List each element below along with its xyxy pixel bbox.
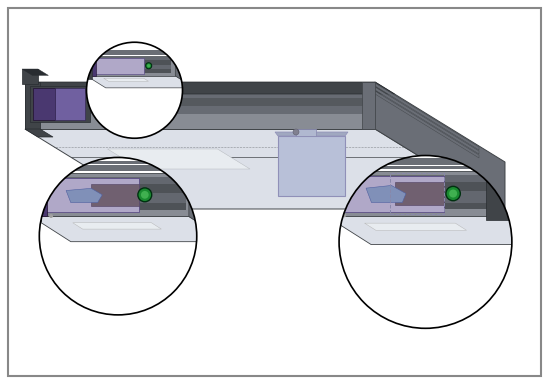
- Circle shape: [141, 191, 149, 199]
- Polygon shape: [275, 132, 348, 136]
- Polygon shape: [97, 65, 171, 70]
- Polygon shape: [375, 91, 479, 158]
- Circle shape: [339, 156, 512, 328]
- Polygon shape: [30, 91, 370, 98]
- Polygon shape: [31, 217, 228, 242]
- Polygon shape: [362, 82, 375, 129]
- Polygon shape: [326, 166, 508, 169]
- Polygon shape: [25, 82, 375, 129]
- Polygon shape: [30, 106, 370, 114]
- Circle shape: [33, 158, 42, 167]
- Polygon shape: [348, 202, 498, 209]
- Polygon shape: [322, 164, 337, 220]
- Polygon shape: [375, 83, 479, 150]
- Polygon shape: [348, 182, 498, 191]
- Circle shape: [87, 42, 182, 138]
- Polygon shape: [66, 188, 102, 203]
- Polygon shape: [51, 184, 186, 193]
- Polygon shape: [97, 57, 171, 60]
- Polygon shape: [25, 82, 395, 94]
- Circle shape: [87, 81, 97, 91]
- Polygon shape: [91, 184, 138, 206]
- Polygon shape: [175, 56, 194, 88]
- Polygon shape: [296, 129, 316, 136]
- Polygon shape: [33, 88, 55, 120]
- Polygon shape: [85, 53, 92, 79]
- Polygon shape: [29, 167, 41, 221]
- Polygon shape: [51, 204, 186, 210]
- Circle shape: [147, 64, 150, 67]
- Polygon shape: [51, 193, 186, 204]
- Circle shape: [40, 157, 197, 315]
- Circle shape: [492, 157, 501, 166]
- Polygon shape: [87, 56, 175, 76]
- Circle shape: [138, 188, 152, 202]
- Polygon shape: [87, 56, 96, 76]
- Polygon shape: [326, 216, 549, 245]
- Circle shape: [446, 186, 460, 201]
- Polygon shape: [87, 53, 175, 55]
- Polygon shape: [508, 171, 549, 245]
- Polygon shape: [30, 86, 90, 122]
- Polygon shape: [97, 70, 171, 73]
- Polygon shape: [278, 136, 345, 196]
- Polygon shape: [55, 88, 85, 120]
- Circle shape: [449, 189, 457, 198]
- Polygon shape: [25, 129, 53, 137]
- Polygon shape: [30, 98, 370, 106]
- Polygon shape: [486, 162, 511, 220]
- Polygon shape: [326, 171, 344, 216]
- Circle shape: [88, 47, 92, 52]
- Polygon shape: [25, 82, 40, 129]
- Polygon shape: [30, 82, 370, 91]
- Polygon shape: [51, 177, 186, 184]
- Circle shape: [145, 63, 152, 69]
- Circle shape: [293, 129, 299, 135]
- Polygon shape: [96, 58, 144, 74]
- Polygon shape: [31, 173, 189, 217]
- Polygon shape: [375, 82, 505, 209]
- Polygon shape: [326, 159, 508, 162]
- Polygon shape: [31, 164, 189, 167]
- Circle shape: [342, 213, 346, 217]
- Polygon shape: [22, 69, 48, 75]
- Polygon shape: [22, 69, 38, 84]
- Circle shape: [49, 214, 53, 218]
- Polygon shape: [87, 76, 194, 88]
- Polygon shape: [365, 223, 467, 230]
- Polygon shape: [44, 177, 138, 212]
- Polygon shape: [73, 223, 161, 229]
- Circle shape: [89, 83, 95, 89]
- Polygon shape: [87, 52, 175, 53]
- Polygon shape: [348, 175, 498, 182]
- Polygon shape: [97, 60, 171, 65]
- Polygon shape: [31, 173, 47, 217]
- Polygon shape: [348, 191, 498, 202]
- Polygon shape: [104, 78, 148, 81]
- Polygon shape: [366, 185, 406, 202]
- Polygon shape: [375, 87, 479, 154]
- Polygon shape: [31, 168, 189, 171]
- Polygon shape: [31, 161, 189, 164]
- Polygon shape: [326, 171, 508, 216]
- Polygon shape: [189, 173, 228, 242]
- Polygon shape: [340, 175, 444, 212]
- Polygon shape: [108, 149, 250, 169]
- Polygon shape: [25, 129, 505, 209]
- Polygon shape: [395, 182, 444, 205]
- Polygon shape: [326, 162, 508, 165]
- Polygon shape: [87, 50, 175, 52]
